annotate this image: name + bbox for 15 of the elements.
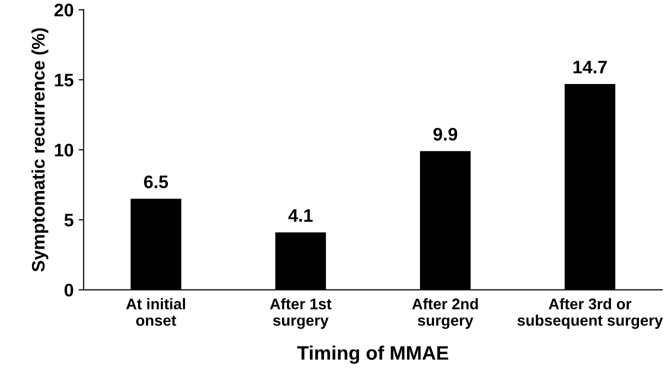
x-tick-label: At initial onset [126,298,186,326]
y-tick-label: 20 [54,4,74,16]
data-label: 9.9 [433,128,458,141]
data-label: 14.7 [574,60,607,74]
y-tick-label: 5 [64,214,74,227]
x-tick-label: After 2nd surgery [412,298,478,329]
data-label: 4.1 [288,209,313,222]
y-tick-label: 0 [64,284,74,297]
x-axis-title: Timing of MMAE [297,346,448,364]
x-tick-label: After 1st surgery [270,298,332,329]
y-tick-label: 15 [54,74,74,86]
y-tick-label: 10 [54,144,74,156]
y-axis-title: Symptomatic recurrence (%) [31,28,48,272]
data-label: 6.5 [144,175,168,188]
x-tick-label: After 3rd or subsequent surgery [518,298,663,329]
